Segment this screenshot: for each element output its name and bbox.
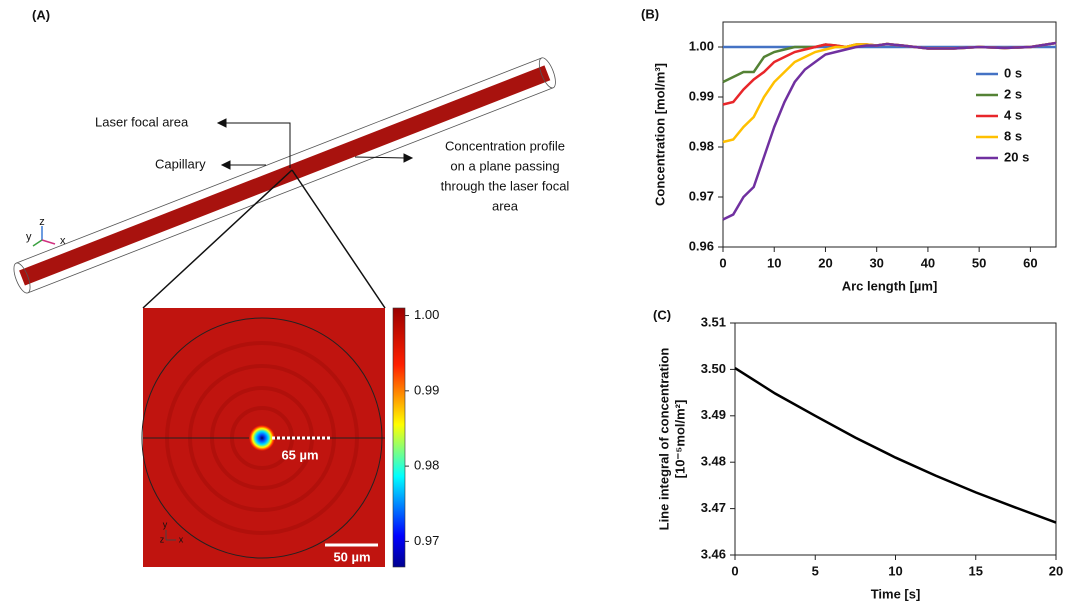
x-tick-label: 10 xyxy=(888,563,902,578)
colorbar xyxy=(392,307,406,568)
line xyxy=(734,366,1057,524)
y-tick-label: 3.47 xyxy=(701,500,726,515)
axis-letter: y xyxy=(163,519,168,529)
panel-label: (A) xyxy=(32,7,50,22)
zoom-image xyxy=(141,308,385,567)
leaders xyxy=(142,118,414,309)
x-tick-label: 0 xyxy=(719,255,726,270)
x-tick-label: 20 xyxy=(1049,563,1063,578)
panel-label: (C) xyxy=(653,307,671,322)
x-tick-label: 40 xyxy=(921,255,935,270)
x-tick-label: 0 xyxy=(731,563,738,578)
x-axis-label: Time [s] xyxy=(871,586,921,601)
y-tick-label: 0.99 xyxy=(689,88,714,103)
y-tick-label: 0.98 xyxy=(689,138,714,153)
y-tick-label: 3.51 xyxy=(701,314,726,329)
axis-letter: x xyxy=(60,235,66,247)
capillary xyxy=(13,57,556,294)
y-tick-label: 3.50 xyxy=(701,361,726,376)
axis-letter: z xyxy=(39,216,45,228)
line xyxy=(722,41,1057,221)
axis-letter: y xyxy=(26,231,32,243)
scale-bar-label: 50 µm xyxy=(333,549,370,564)
y-tick-label: 3.48 xyxy=(701,454,726,469)
annotation: on a plane passing xyxy=(450,158,559,173)
tube-edge xyxy=(27,87,554,294)
panel-label: (B) xyxy=(641,6,659,21)
y-tick-label: 0.96 xyxy=(689,238,714,253)
colorbar-tick-label: 0.97 xyxy=(414,533,439,548)
tube-end xyxy=(538,57,556,89)
colorbar-tick-label: 0.99 xyxy=(414,382,439,397)
x-tick-label: 20 xyxy=(818,255,832,270)
legend-label: 0 s xyxy=(1004,65,1022,80)
colorbar-tick-label: 1.00 xyxy=(414,307,439,322)
annotation: Laser focal area xyxy=(95,114,189,129)
tube-edge xyxy=(16,57,542,264)
annotation: area xyxy=(492,198,519,213)
annotation: Capillary xyxy=(155,156,206,171)
axis-letter: x xyxy=(179,534,184,544)
y-tick-label: 3.49 xyxy=(701,407,726,422)
plane xyxy=(19,65,551,286)
y-tick-label: 0.97 xyxy=(689,188,714,203)
colorbar-tick-label: 0.98 xyxy=(414,458,439,473)
y-axis-label: [10⁻⁵mol/m²] xyxy=(672,400,687,479)
x-tick-label: 15 xyxy=(969,563,983,578)
y-tick-label: 1.00 xyxy=(689,38,714,53)
legend-label: 8 s xyxy=(1004,128,1022,143)
x-tick-label: 50 xyxy=(972,255,986,270)
y-tick-label: 3.46 xyxy=(701,546,726,561)
triad-3d: z y x xyxy=(26,216,66,247)
legend-label: 2 s xyxy=(1004,86,1022,101)
plot-frame xyxy=(722,21,1057,248)
annotation: through the laser focal xyxy=(441,178,570,193)
axis-letter: z xyxy=(160,534,165,544)
x-tick-label: 10 xyxy=(767,255,781,270)
plot-frame xyxy=(734,322,1057,556)
x-axis-label: Arc length [µm] xyxy=(842,278,938,293)
y-axis-label: Concentration [mol/m³] xyxy=(652,63,667,206)
y-axis-label: Line integral of concentration xyxy=(656,348,671,531)
x-tick-label: 5 xyxy=(812,563,819,578)
annotation: Concentration profile xyxy=(445,138,565,153)
x-tick-label: 30 xyxy=(869,255,883,270)
line-label: 65 µm xyxy=(281,447,318,462)
legend-label: 4 s xyxy=(1004,107,1022,122)
x-tick-label: 60 xyxy=(1023,255,1037,270)
legend-label: 20 s xyxy=(1004,149,1029,164)
